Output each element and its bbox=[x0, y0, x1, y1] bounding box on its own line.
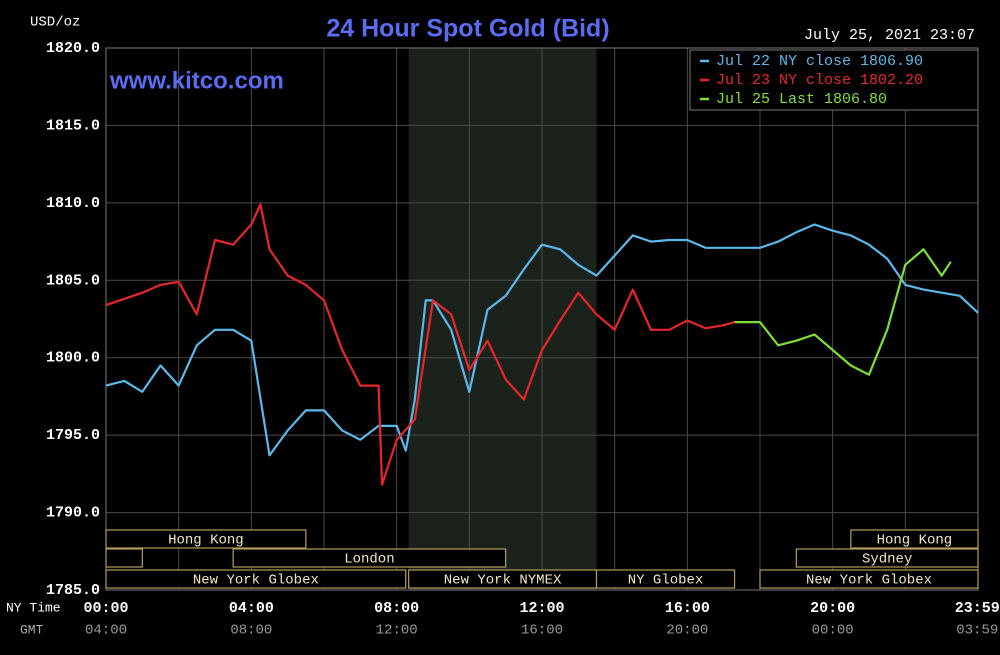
session-box bbox=[850, 529, 979, 549]
watermark: www.kitco.com bbox=[109, 67, 284, 94]
legend-label: Jul 22 NY close 1806.90 bbox=[716, 53, 923, 70]
x-tick-label: 08:00 bbox=[374, 600, 419, 617]
series-line bbox=[105, 203, 735, 486]
x-axis-label: NY Time bbox=[6, 600, 61, 615]
x2-tick-label: 03:59 bbox=[956, 623, 998, 639]
x-tick-label: 12:00 bbox=[519, 600, 564, 617]
legend-box bbox=[689, 49, 979, 111]
y-tick-label: 1810.0 bbox=[46, 195, 100, 212]
session-label: NY Globex bbox=[628, 573, 704, 589]
x-tick-label: 20:00 bbox=[810, 600, 855, 617]
session-box bbox=[759, 569, 979, 589]
session-box bbox=[232, 548, 507, 568]
x2-tick-label: 20:00 bbox=[666, 623, 708, 639]
session-label: Hong Kong bbox=[168, 533, 244, 549]
y-tick-label: 1805.0 bbox=[46, 272, 100, 289]
x2-axis-label: GMT bbox=[20, 622, 44, 637]
highlight-band bbox=[408, 48, 597, 590]
session-label: New York NYMEX bbox=[444, 573, 562, 589]
y-tick-label: 1790.0 bbox=[46, 505, 100, 522]
y-tick-label: 1815.0 bbox=[46, 117, 100, 134]
timestamp: July 25, 2021 23:07 bbox=[804, 27, 975, 44]
x2-tick-label: 08:00 bbox=[230, 623, 272, 639]
y-tick-label: 1800.0 bbox=[46, 350, 100, 367]
x2-tick-label: 04:00 bbox=[85, 623, 127, 639]
plot-frame bbox=[105, 47, 979, 591]
x-tick-label: 04:00 bbox=[229, 600, 274, 617]
session-box bbox=[105, 548, 143, 568]
session-box bbox=[105, 569, 407, 589]
x-tick-label: 23:59 bbox=[955, 600, 1000, 617]
unit-label: USD/oz bbox=[30, 15, 80, 31]
y-tick-label: 1795.0 bbox=[46, 427, 100, 444]
session-label: Hong Kong bbox=[877, 533, 953, 549]
series-line bbox=[105, 223, 979, 457]
y-tick-label: 1785.0 bbox=[46, 582, 100, 599]
session-label: Sydney bbox=[862, 552, 912, 568]
session-box bbox=[795, 548, 979, 568]
x2-tick-label: 12:00 bbox=[376, 623, 418, 639]
series-line bbox=[734, 248, 952, 376]
session-label: New York Globex bbox=[806, 573, 932, 589]
legend-label: Jul 25 Last 1806.80 bbox=[716, 91, 887, 108]
session-box bbox=[105, 529, 307, 549]
x2-tick-label: 16:00 bbox=[521, 623, 563, 639]
y-tick-label: 1820.0 bbox=[46, 40, 100, 57]
session-label: London bbox=[344, 552, 394, 568]
legend-label: Jul 23 NY close 1802.20 bbox=[716, 72, 923, 89]
session-label: New York Globex bbox=[193, 573, 319, 589]
x-tick-label: 00:00 bbox=[83, 600, 128, 617]
x2-tick-label: 00:00 bbox=[812, 623, 854, 639]
session-box bbox=[595, 569, 736, 589]
chart-title: 24 Hour Spot Gold (Bid) bbox=[326, 15, 609, 43]
x-tick-label: 16:00 bbox=[665, 600, 710, 617]
